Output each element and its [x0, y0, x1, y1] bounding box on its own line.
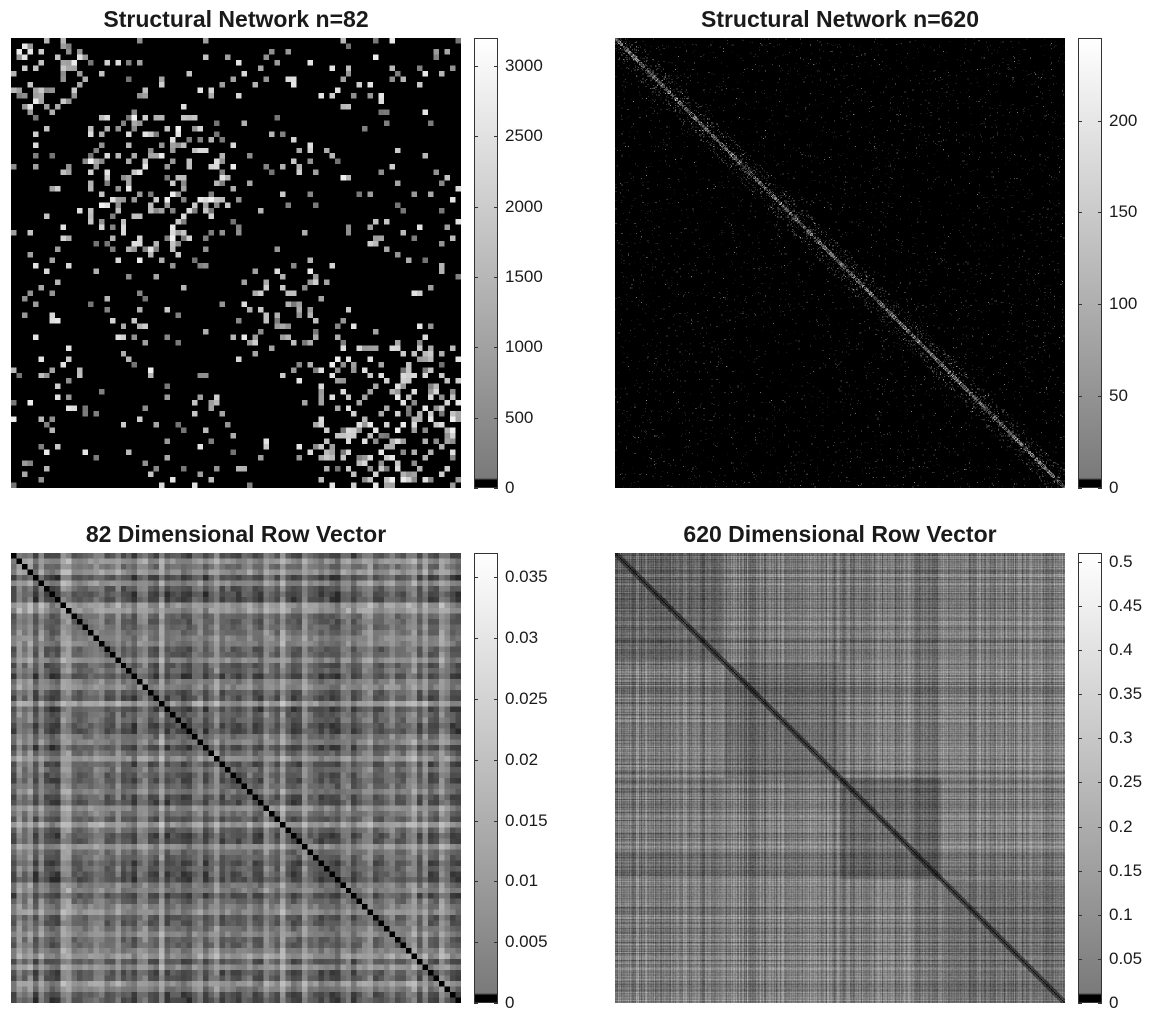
heatmap-cells	[615, 38, 1065, 488]
colorbar-tick-label: 0.03	[505, 628, 539, 648]
colorbar-tick-label: 0.02	[505, 749, 539, 769]
colorbar-tick-label: 0.01	[505, 871, 539, 891]
panel-rowvector-82: 82 Dimensional Row Vector 0 0.005 0.01 0.01…	[11, 515, 571, 1015]
chart-title: Structural Network n=82	[103, 6, 369, 32]
colorbar-tick-label: 0.005	[505, 932, 548, 952]
colorbar-ticks: 0 500 1000 1500 2000 2500 3000	[474, 38, 564, 497]
colorbar-tick-label: 200	[1109, 110, 1138, 130]
colorbar-tick-label: 50	[1109, 386, 1128, 406]
panel-structural-620: Structural Network n=620 0 50 100 150 200	[615, 0, 1150, 500]
colorbar	[474, 553, 498, 1003]
colorbar-ticks: 0 50 100 150 200	[1078, 38, 1150, 497]
colorbar-tick-label: 0	[505, 993, 515, 1012]
heatmap	[615, 553, 1065, 1003]
colorbar-tick-label: 1500	[505, 267, 543, 287]
colorbar-tick-label: 0.015	[505, 810, 548, 830]
colorbar-tick-label: 2500	[505, 126, 543, 146]
panel-structural-82: Structural Network n=82 0 500 1000 1500 2000…	[11, 0, 571, 500]
colorbar-tick-label: 0.3	[1109, 728, 1133, 748]
colorbar-tick-label: 0.25	[1109, 772, 1143, 792]
colorbar-tick-label: 0.35	[1109, 684, 1143, 704]
colorbar-tick-label: 500	[505, 407, 534, 427]
colorbar-ticks: 0 0.005 0.01 0.015 0.02 0.025 0.03 0.035	[474, 553, 564, 1012]
colorbar-tick-label: 3000	[505, 56, 543, 76]
colorbar-tick-label: 0.45	[1109, 595, 1143, 615]
chart-title: 82 Dimensional Row Vector	[85, 521, 387, 547]
colorbar-tick-label: 0	[1109, 993, 1119, 1012]
colorbar	[1078, 553, 1102, 1003]
colorbar-tick-label: 0.025	[505, 688, 548, 708]
colorbar-tick-label: 0.15	[1109, 860, 1143, 880]
colorbar-tick-label: 100	[1109, 294, 1138, 314]
colorbar	[474, 38, 498, 488]
heatmap-cells	[11, 38, 461, 488]
colorbar-ticks: 0 0.05 0.1 0.15 0.2 0.25 0.3 0.35 0.4 0.45 0.5	[1078, 551, 1150, 1012]
heatmap	[11, 553, 461, 1003]
colorbar	[1078, 38, 1102, 488]
colorbar-tick-label: 0.05	[1109, 948, 1143, 968]
colorbar-tick-label: 1000	[505, 337, 543, 357]
colorbar-tick-label: 2000	[505, 196, 543, 216]
colorbar-tick-label: 0.5	[1109, 551, 1133, 571]
colorbar-tick-label: 0.4	[1109, 640, 1133, 660]
heatmap	[615, 38, 1065, 488]
colorbar-tick-label: 0.035	[505, 567, 548, 587]
chart-title: 620 Dimensional Row Vector	[683, 521, 997, 547]
colorbar-tick-label: 0	[505, 478, 515, 497]
colorbar-tick-label: 0.1	[1109, 904, 1133, 924]
colorbar-tick-label: 0	[1109, 478, 1119, 497]
heatmap-cells	[11, 553, 461, 1003]
colorbar-tick-label: 150	[1109, 202, 1138, 222]
heatmap	[11, 38, 461, 488]
chart-title: Structural Network n=620	[700, 6, 979, 32]
colorbar-tick-label: 0.2	[1109, 816, 1133, 836]
panel-rowvector-620: 620 Dimensional Row Vector 0 0.05 0.1 0.15 0…	[615, 515, 1150, 1015]
heatmap-cells	[615, 553, 1065, 1003]
